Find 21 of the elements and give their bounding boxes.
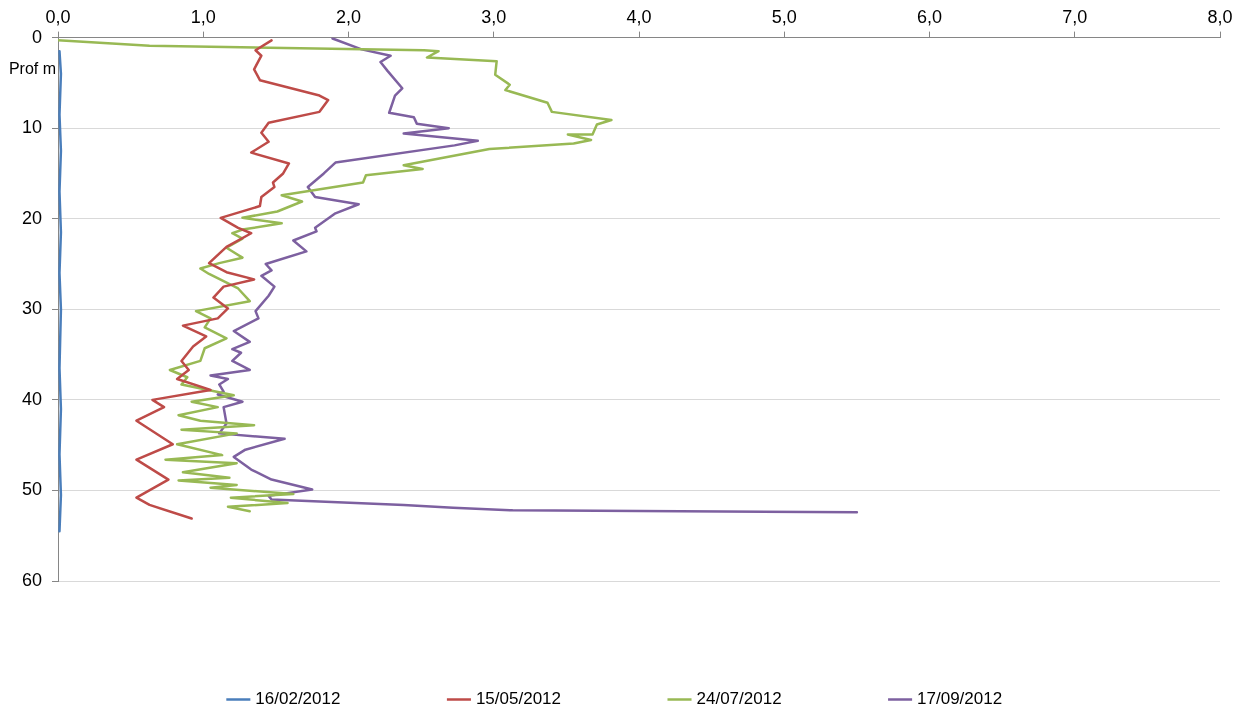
x-tick-label: 8,0	[1207, 6, 1233, 27]
y-tick-label: 20	[21, 207, 43, 228]
y-tick-label: 50	[21, 479, 43, 500]
x-tick-label: 2,0	[336, 6, 362, 27]
x-tick-label: 6,0	[916, 6, 943, 27]
y-tick-label: 30	[21, 298, 43, 319]
x-tick-label: 7,0	[1062, 6, 1088, 27]
y-tick-label: 10	[21, 117, 43, 138]
legend-label: 16/02/2012	[255, 689, 341, 709]
legend-label: 15/05/2012	[475, 689, 562, 709]
y-tick-label: 0	[32, 26, 43, 47]
y-tick-label: 40	[21, 388, 43, 409]
x-tick-label: 3,0	[481, 6, 507, 27]
legend-label: 17/09/2012	[917, 689, 1003, 709]
y-axis-title: Prof m	[8, 60, 57, 78]
y-tick-label: 60	[21, 569, 43, 590]
legend-label: 24/07/2012	[696, 689, 782, 709]
x-tick-label: 1,0	[190, 6, 216, 27]
x-tick-label: 4,0	[626, 6, 652, 27]
x-tick-label: 0,0	[45, 6, 71, 27]
x-tick-label: 5,0	[771, 6, 797, 27]
